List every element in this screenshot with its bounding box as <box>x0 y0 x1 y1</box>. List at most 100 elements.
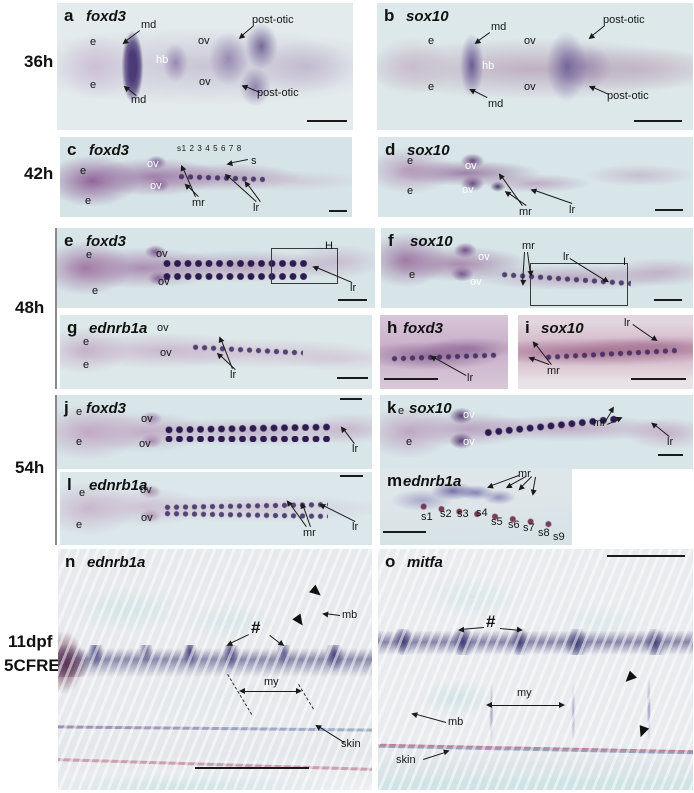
panel-letter: g <box>67 318 78 337</box>
panel-c: c foxd3 e e ov ov s1 2 3 4 5 6 7 8 s mr lr <box>60 137 352 217</box>
annotation-ov: ov <box>147 158 159 170</box>
micrograph-i <box>518 315 693 389</box>
micrograph-a <box>57 3 353 130</box>
stain-spots <box>190 341 304 358</box>
annotation-s2: s2 <box>440 508 452 520</box>
scale-bar <box>658 454 683 456</box>
panel-letter: i <box>525 318 530 337</box>
scale-bar <box>654 299 682 301</box>
annotation-e: e <box>398 405 405 417</box>
annotation-mr: mr <box>303 527 316 539</box>
stain-stripe <box>162 510 329 520</box>
annotation-skin: skin <box>341 738 361 750</box>
annotation-lr: lr <box>467 372 474 384</box>
annotation-: # <box>486 612 496 631</box>
annotation-e: e <box>83 336 90 348</box>
group-bracket-54h <box>55 395 57 545</box>
time-label-42h: 42h <box>24 164 54 183</box>
annotation-ov: ov <box>524 35 536 47</box>
annotation-e: e <box>76 406 83 418</box>
scale-bar <box>607 555 685 557</box>
texture-overlay <box>378 549 693 790</box>
panel-b: b sox10 e e md md hb ov ov post-otic post-otic <box>377 3 693 130</box>
annotation-e: e <box>76 519 83 531</box>
scale-bar <box>340 398 362 400</box>
panel-letter: b <box>384 6 395 25</box>
stain-spots <box>544 344 678 364</box>
annotation-ov: ov <box>198 35 210 47</box>
annotation-post-otic: post-otic <box>603 14 645 26</box>
annotation-post-otic: post-otic <box>252 14 294 26</box>
micrograph-j <box>57 395 372 469</box>
annotation-hb: hb <box>156 54 169 66</box>
annotation-e: e <box>79 487 86 499</box>
micrograph-e <box>57 228 375 308</box>
annotation-e: e <box>407 155 414 167</box>
annotation-e: e <box>86 249 93 261</box>
stage-label-5cfre: 5CFRE <box>4 656 60 675</box>
scale-bar <box>195 767 309 769</box>
annotation-ov: ov <box>470 276 482 288</box>
annotation-ov: ov <box>463 436 475 448</box>
annotation-post-otic: post-otic <box>607 90 649 102</box>
panel-i: i sox10 lr mr <box>518 315 693 389</box>
panel-letter: e <box>64 231 74 250</box>
double-arrow <box>486 702 565 709</box>
panel-letter: l <box>67 475 72 494</box>
annotation-mb: mb <box>448 716 464 728</box>
annotation-s9: s9 <box>553 531 565 543</box>
annotation-skin: skin <box>396 754 416 766</box>
time-label-48h: 48h <box>15 298 45 317</box>
annotation-ov: ov <box>150 180 162 192</box>
annotation-e: e <box>428 81 435 93</box>
scale-bar <box>383 531 426 533</box>
annotation-ov: ov <box>199 76 211 88</box>
annotation-lr: lr <box>563 251 570 263</box>
annotation-i: I <box>623 256 627 268</box>
annotation-e: e <box>90 79 97 91</box>
annotation-: # <box>251 618 261 637</box>
annotation-mr: mr <box>522 240 535 252</box>
stage-label-11dpf: 11dpf <box>8 632 53 651</box>
annotation-s3: s3 <box>457 508 469 520</box>
gene-label: ednrb1a <box>89 320 148 337</box>
panel-n: n ednrb1a # mb my skin <box>58 549 372 790</box>
annotation-e: e <box>409 269 416 281</box>
annotation-mb: mb <box>342 609 358 621</box>
panel-l: l ednrb1a e e ov ov mr lr <box>60 472 372 545</box>
annotation-ov: ov <box>524 81 536 93</box>
gene-label: foxd3 <box>86 400 127 417</box>
panel-letter: j <box>64 398 69 417</box>
stain-stripe <box>161 260 309 268</box>
panel-letter: k <box>387 398 397 417</box>
annotation-ov: ov <box>465 160 477 172</box>
gene-label: ednrb1a <box>403 473 462 490</box>
micrograph-k <box>380 395 693 469</box>
panel-a: a foxd3 e e md md hb ov ov post-otic post-otic <box>57 3 353 130</box>
scale-bar <box>384 378 438 380</box>
double-arrow <box>239 688 302 695</box>
gene-label: foxd3 <box>86 233 127 250</box>
panel-letter: a <box>64 6 74 25</box>
annotation-ov: ov <box>158 276 170 288</box>
texture-overlay <box>58 549 372 790</box>
annotation-lr: lr <box>350 282 357 294</box>
annotation-ov: ov <box>462 184 474 196</box>
micrograph-l <box>60 472 372 545</box>
micrograph-o <box>378 549 693 790</box>
gene-label: mitfa <box>407 554 443 571</box>
annotation-my: my <box>264 676 279 688</box>
micrograph-h <box>380 315 508 389</box>
scale-bar <box>338 299 367 301</box>
annotation-e: e <box>92 285 99 297</box>
gene-label: ednrb1a <box>87 554 146 571</box>
annotation-e: e <box>76 436 83 448</box>
annotation-ov: ov <box>141 512 153 524</box>
annotation-e: e <box>83 359 90 371</box>
scale-bar <box>329 210 347 212</box>
annotation-ov: ov <box>156 248 168 260</box>
panel-letter: n <box>65 552 76 571</box>
annotation-md: md <box>488 98 504 110</box>
annotation-ov: ov <box>463 409 475 421</box>
